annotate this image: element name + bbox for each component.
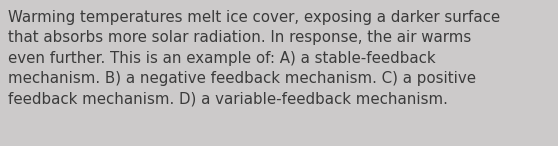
Text: Warming temperatures melt ice cover, exposing a darker surface
that absorbs more: Warming temperatures melt ice cover, exp… (8, 10, 500, 107)
